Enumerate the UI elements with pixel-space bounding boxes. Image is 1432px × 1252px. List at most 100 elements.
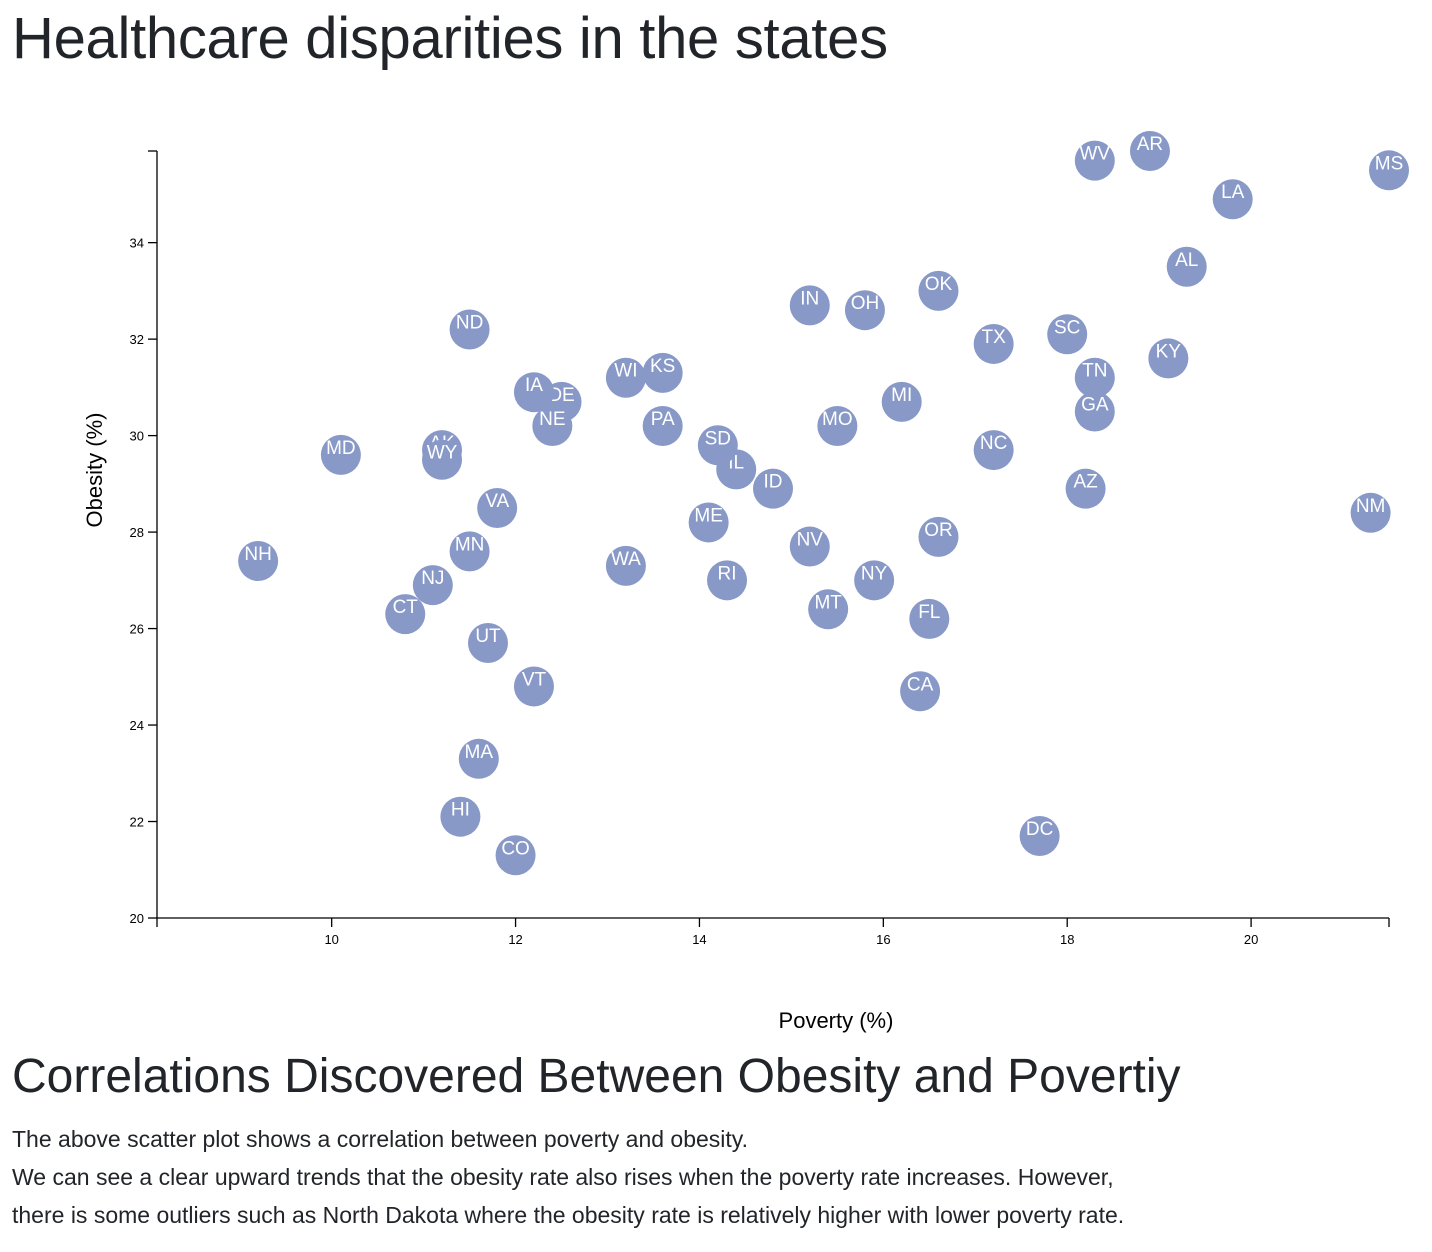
state-marker[interactable] (1074, 357, 1115, 398)
state-marker[interactable] (789, 285, 830, 326)
state-marker[interactable] (808, 589, 849, 630)
state-point-fl[interactable]: FL (909, 598, 950, 639)
state-point-hi[interactable]: HI (440, 796, 481, 837)
state-marker[interactable] (697, 425, 738, 466)
state-point-ks[interactable]: KS (642, 352, 683, 393)
state-point-vt[interactable]: VT (513, 666, 554, 707)
state-point-tn[interactable]: TN (1074, 357, 1115, 398)
state-point-nm[interactable]: NM (1350, 492, 1391, 533)
state-marker[interactable] (1074, 391, 1115, 432)
state-marker[interactable] (642, 352, 683, 393)
state-marker[interactable] (844, 290, 885, 331)
state-point-sd[interactable]: SD (697, 425, 738, 466)
state-point-ut[interactable]: UT (467, 623, 508, 664)
state-marker[interactable] (449, 531, 490, 572)
state-point-ia[interactable]: IA (513, 372, 554, 413)
state-point-me[interactable]: ME (688, 502, 729, 543)
state-marker[interactable] (1212, 179, 1253, 220)
state-point-mn[interactable]: MN (449, 531, 490, 572)
state-point-az[interactable]: AZ (1065, 468, 1106, 509)
state-marker[interactable] (817, 405, 858, 446)
state-point-ky[interactable]: KY (1148, 338, 1189, 379)
state-point-ok[interactable]: OK (918, 270, 959, 311)
state-marker[interactable] (449, 309, 490, 350)
state-marker[interactable] (900, 671, 941, 712)
state-marker[interactable] (1074, 140, 1115, 181)
state-point-id[interactable]: ID (753, 468, 793, 509)
state-marker[interactable] (688, 502, 729, 543)
state-marker[interactable] (1166, 246, 1207, 287)
state-point-ri[interactable]: RI (707, 560, 748, 601)
state-marker[interactable] (918, 516, 959, 557)
state-point-ne[interactable]: NE (532, 405, 573, 446)
state-marker[interactable] (422, 439, 463, 480)
state-marker[interactable] (642, 405, 683, 446)
state-marker[interactable] (909, 598, 950, 639)
state-point-ct[interactable]: CT (385, 594, 426, 635)
state-marker[interactable] (973, 430, 1014, 471)
state-point-md[interactable]: MD (320, 434, 361, 475)
state-marker[interactable] (707, 560, 748, 601)
state-point-in[interactable]: IN (789, 285, 830, 326)
state-point-mo[interactable]: MO (817, 405, 858, 446)
state-marker[interactable] (918, 270, 959, 311)
state-marker[interactable] (467, 623, 508, 664)
state-point-nc[interactable]: NC (973, 430, 1014, 471)
state-point-wv[interactable]: WV (1074, 140, 1115, 181)
state-marker[interactable] (238, 541, 279, 582)
state-marker[interactable] (973, 323, 1014, 364)
state-marker[interactable] (477, 487, 518, 528)
state-marker[interactable] (789, 526, 830, 567)
x-axis-label: Poverty (%) (779, 1008, 894, 1033)
state-point-or[interactable]: OR (918, 516, 959, 557)
state-point-ca[interactable]: CA (900, 671, 941, 712)
state-marker[interactable] (1148, 338, 1189, 379)
state-marker[interactable] (854, 560, 895, 601)
state-point-nh[interactable]: NH (238, 541, 279, 582)
state-marker[interactable] (881, 381, 922, 422)
state-point-al[interactable]: AL (1166, 246, 1207, 287)
state-point-nv[interactable]: NV (789, 526, 830, 567)
state-point-mi[interactable]: MI (881, 381, 922, 422)
state-marker[interactable] (1369, 150, 1409, 191)
state-marker[interactable] (495, 835, 536, 876)
y-axis-label: Obesity (%) (82, 413, 107, 528)
state-point-ma[interactable]: MA (458, 738, 499, 779)
state-point-la[interactable]: LA (1212, 179, 1253, 220)
state-point-ms[interactable]: MS (1369, 150, 1409, 191)
state-marker[interactable] (513, 666, 554, 707)
state-point-oh[interactable]: OH (844, 290, 885, 331)
state-marker[interactable] (440, 796, 481, 837)
state-marker[interactable] (458, 738, 499, 779)
state-point-wy[interactable]: WY (422, 439, 463, 480)
state-point-ar[interactable]: AR (1129, 131, 1170, 171)
state-point-tx[interactable]: TX (973, 323, 1014, 364)
state-point-ga[interactable]: GA (1074, 391, 1115, 432)
state-point-pa[interactable]: PA (642, 405, 683, 446)
state-marker[interactable] (1350, 492, 1391, 533)
state-marker[interactable] (513, 372, 554, 413)
state-marker[interactable] (532, 405, 573, 446)
state-point-sc[interactable]: SC (1047, 314, 1088, 355)
state-marker[interactable] (1047, 314, 1088, 355)
state-point-ny[interactable]: NY (854, 560, 895, 601)
state-point-nd[interactable]: ND (449, 309, 490, 350)
scatter-chart: 20 22 24 26 28 30 32 34 10 12 14 16 18 20 Obesity (%… (82, 131, 1409, 1033)
state-point-mt[interactable]: MT (808, 589, 849, 630)
state-marker[interactable] (412, 565, 453, 606)
description-line-1: The above scatter plot shows a correlati… (12, 1126, 748, 1152)
state-point-dc[interactable]: DC (1019, 815, 1060, 856)
state-marker[interactable] (753, 468, 793, 509)
state-point-nj[interactable]: NJ (412, 565, 453, 606)
state-point-va[interactable]: VA (477, 487, 518, 528)
state-marker[interactable] (385, 594, 426, 635)
state-point-co[interactable]: CO (495, 835, 536, 876)
state-marker[interactable] (1019, 815, 1060, 856)
state-marker[interactable] (1129, 131, 1170, 171)
state-marker[interactable] (1065, 468, 1106, 509)
state-point-wa[interactable]: WA (605, 545, 646, 586)
state-marker[interactable] (605, 357, 646, 398)
state-marker[interactable] (605, 545, 646, 586)
state-point-wi[interactable]: WI (605, 357, 646, 398)
state-marker[interactable] (320, 434, 361, 475)
